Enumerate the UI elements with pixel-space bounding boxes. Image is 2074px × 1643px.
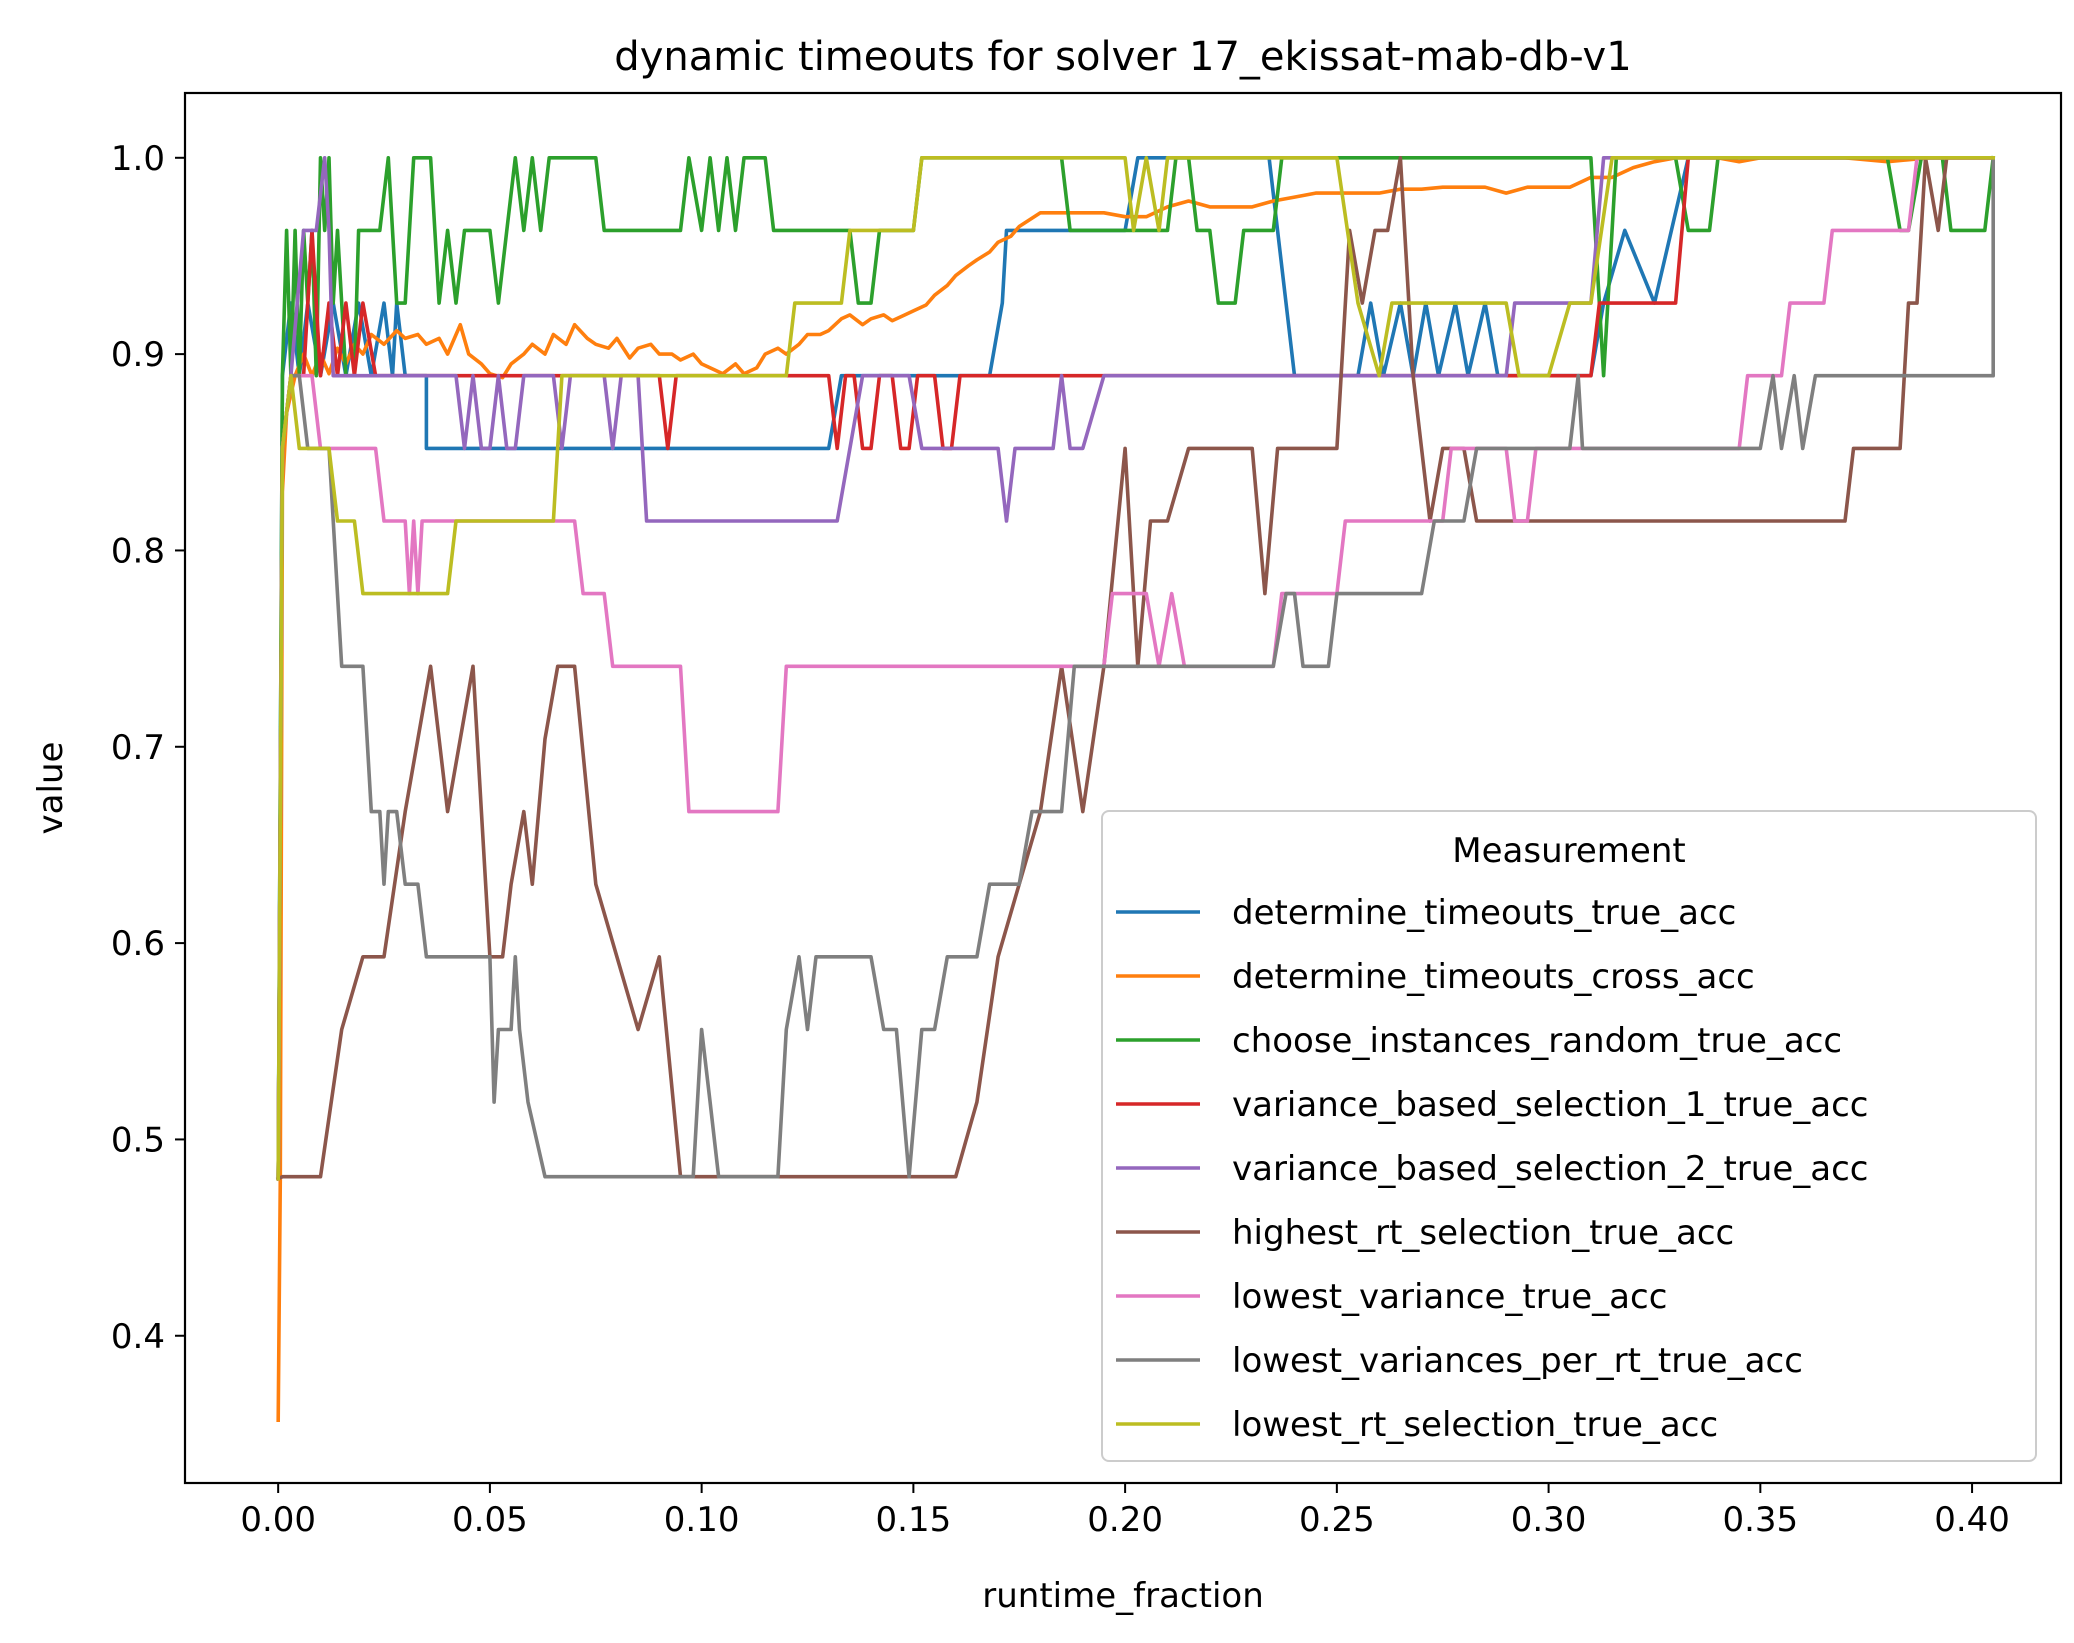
legend-label: determine_timeouts_true_acc [1232,893,1736,933]
legend-label: variance_based_selection_2_true_acc [1232,1149,1868,1189]
series-line-8 [276,156,1995,1181]
series-line-9 [276,156,1995,1181]
y-tick-label: 0.5 [111,1120,165,1160]
x-tick-label: 0.35 [1722,1500,1798,1540]
legend-items: determine_timeouts_true_acc determine_tim… [1116,893,1868,1445]
legend-label: choose_instances_random_true_acc [1232,1021,1842,1061]
series-layer [275,155,1996,1423]
legend: Measurement determine_timeouts_true_accd… [1101,810,2037,1462]
legend-title: Measurement [1452,831,1685,871]
x-tick-label: 0.40 [1934,1500,2010,1540]
y-tick-label: 0.7 [111,728,165,768]
x-axis-label: runtime_fraction [982,1576,1264,1616]
series-line-5 [276,156,1995,1181]
x-tick-label: 0.25 [1299,1500,1375,1540]
y-tick-label: 0.9 [111,335,165,375]
legend-label: highest_rt_selection_true_acc [1232,1213,1734,1253]
x-axis: 0.00 0.05 0.10 0.15 0.20 0.25 0.30 0.35 0.40 [240,1483,2010,1540]
x-tick-label: 0.20 [1087,1500,1163,1540]
x-tick-label: 0.00 [240,1500,316,1540]
y-tick-label: 0.8 [111,531,165,571]
x-tick-label: 0.30 [1511,1500,1587,1540]
y-tick-label: 1.0 [111,139,165,179]
y-axis-label: value [31,742,71,835]
y-axis: 0.4 0.5 0.6 0.7 0.8 0.9 1.0 [111,139,185,1357]
chart-title: dynamic timeouts for solver 17_ekissat-m… [614,34,1631,80]
x-tick-label: 0.10 [664,1500,740,1540]
series-line-2 [276,156,1995,1423]
legend-label: lowest_variances_per_rt_true_acc [1232,1341,1803,1381]
y-tick-label: 0.4 [111,1317,165,1357]
legend-label: determine_timeouts_cross_acc [1232,957,1755,997]
y-tick-label: 0.6 [111,924,165,964]
legend-label: variance_based_selection_1_true_acc [1232,1085,1868,1125]
series-line-4 [276,156,1995,1181]
x-tick-label: 0.15 [876,1500,952,1540]
legend-box [1101,810,2037,1462]
plot-area [183,91,2063,1485]
legend-label: lowest_variance_true_acc [1232,1277,1667,1317]
x-tick-label: 0.05 [452,1500,528,1540]
legend-label: lowest_rt_selection_true_acc [1232,1405,1718,1445]
